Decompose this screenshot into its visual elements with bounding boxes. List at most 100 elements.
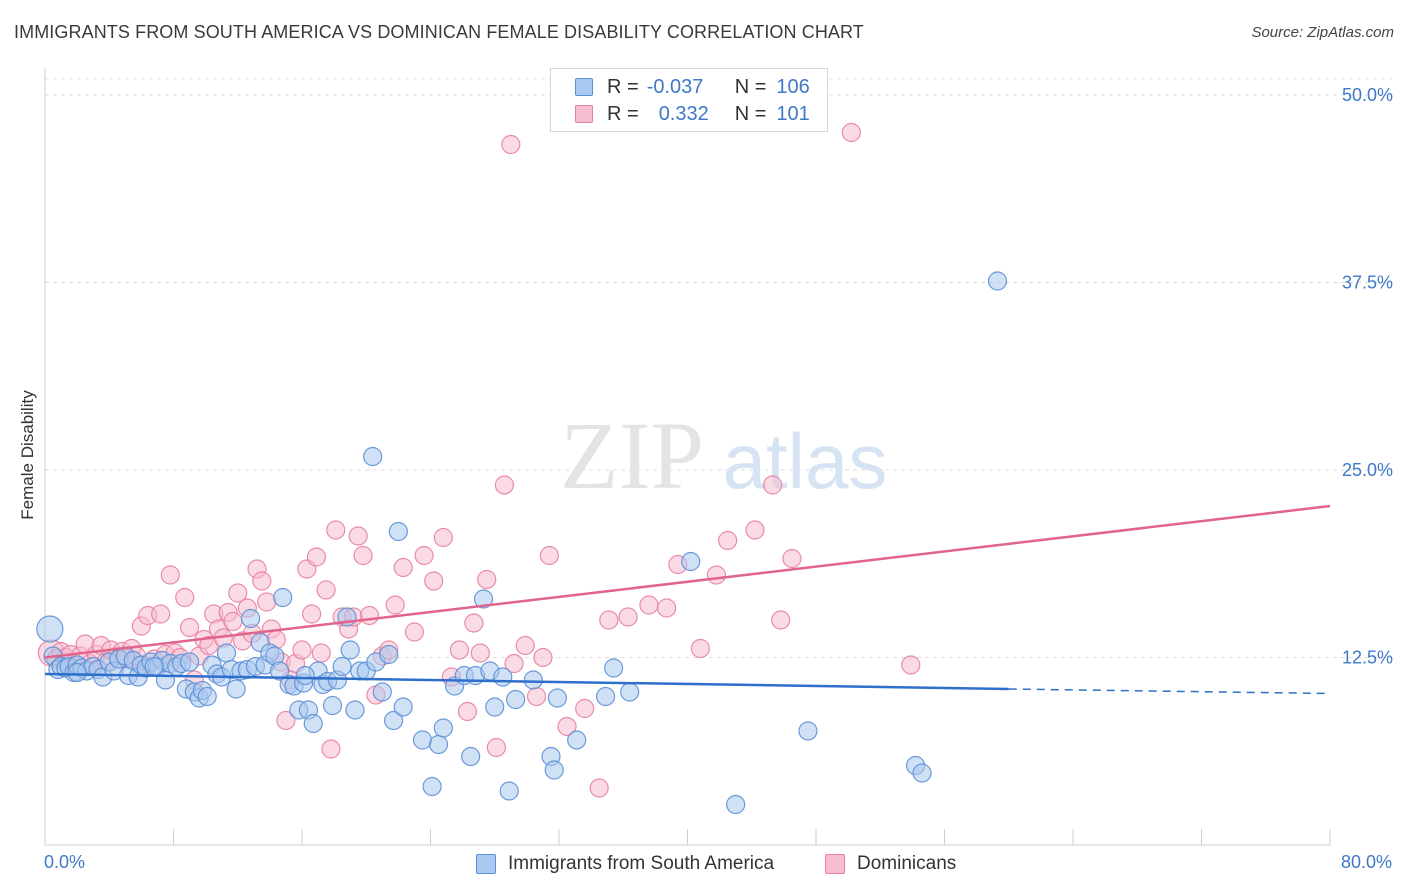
- watermark: ZIP atlas: [560, 402, 887, 509]
- legend-swatch-blue: [575, 78, 593, 96]
- dominicans-point: [504, 653, 524, 674]
- y-tick-label: 37.5%: [1342, 273, 1393, 293]
- south-america-trend-line: [44, 672, 1009, 691]
- south-america-point: [506, 689, 526, 710]
- chart-source: Source: ZipAtlas.com: [1251, 24, 1394, 41]
- dominicans-point: [348, 526, 368, 546]
- dominicans-point: [841, 122, 861, 143]
- legend-swatch-pink: [825, 854, 845, 874]
- dominicans-point: [657, 598, 677, 618]
- trend-lines: [44, 504, 1331, 695]
- dominicans-point: [470, 643, 490, 663]
- south-america-point: [620, 682, 640, 702]
- south-america-point: [179, 652, 200, 672]
- dominicans-point: [311, 643, 331, 663]
- dominicans-point: [690, 638, 710, 659]
- south-america-point: [273, 587, 293, 608]
- dominicans-point: [353, 545, 373, 566]
- south-america-point: [372, 682, 392, 702]
- dominicans-point: [539, 545, 559, 566]
- legend-swatch-blue: [476, 854, 496, 874]
- dominicans-point: [160, 565, 180, 585]
- dominicans-point: [414, 545, 434, 566]
- correlation-legend: R = -0.037 N = 106 R = 0.332 N = 101: [550, 68, 828, 132]
- bottom-legend-south-america: Immigrants from South America: [476, 852, 774, 876]
- legend-series-label: Immigrants from South America: [508, 853, 775, 874]
- south-america-point: [428, 734, 449, 755]
- south-america-point: [241, 608, 261, 629]
- dominicans-point: [257, 592, 277, 612]
- dominicans-point: [557, 716, 577, 737]
- dominicans-point: [276, 710, 296, 731]
- axes: [44, 68, 1331, 846]
- dominicans-point: [477, 569, 497, 590]
- south-america-point: [726, 794, 746, 815]
- legend-n-value: 101: [776, 102, 810, 125]
- south-america-point: [485, 697, 505, 717]
- south-america-point: [523, 670, 543, 690]
- south-america-trend-extension: [1008, 688, 1331, 695]
- south-america-point: [493, 667, 513, 687]
- south-america-point: [36, 615, 64, 643]
- dominicans-point: [599, 610, 619, 630]
- south-america-point: [383, 710, 404, 731]
- x-tick-min: 0.0%: [44, 852, 86, 872]
- dominicans-point: [302, 604, 322, 624]
- dominicans-point: [424, 571, 444, 591]
- south-america-point: [67, 662, 87, 683]
- south-america-point: [433, 718, 453, 738]
- dominicans-point: [589, 778, 609, 798]
- dominicans-point: [639, 595, 659, 615]
- dominicans-point: [385, 595, 405, 615]
- dominicans-point: [763, 475, 783, 495]
- dominicans-point: [321, 739, 341, 759]
- legend-r-label: R =: [607, 102, 639, 125]
- y-axis-label: Female Disability: [18, 390, 37, 520]
- south-america-point: [912, 763, 932, 783]
- south-america-point: [295, 665, 315, 686]
- legend-r-label: R =: [607, 75, 639, 98]
- dominicans-point: [533, 647, 553, 668]
- dominicans-point: [718, 530, 738, 551]
- south-america-point: [340, 640, 360, 660]
- legend-n-value: 106: [776, 75, 810, 98]
- south-america-point: [216, 643, 237, 663]
- dominicans-point: [393, 557, 413, 578]
- dominicans-point: [316, 580, 336, 600]
- dominicans-point: [464, 613, 484, 633]
- south-america-point: [412, 730, 433, 750]
- south-america-point: [473, 589, 494, 609]
- south-america-point: [332, 656, 352, 677]
- dominicans-point: [706, 565, 727, 585]
- dominicans-point: [292, 640, 312, 660]
- south-america-point: [388, 521, 408, 542]
- south-america-point: [499, 781, 519, 801]
- dominicans-point: [151, 604, 171, 624]
- watermark-zip: ZIP: [560, 402, 704, 509]
- dominicans-point: [457, 701, 478, 722]
- y-tick-label: 50.0%: [1342, 85, 1393, 105]
- dominicans-point: [771, 610, 791, 630]
- dominicans-point: [433, 527, 453, 548]
- dominicans-point: [526, 686, 547, 707]
- y-tick-label: 25.0%: [1342, 460, 1393, 480]
- legend-series-label: Dominicans: [857, 853, 957, 874]
- south-america-point: [379, 644, 399, 665]
- south-america-point: [798, 721, 818, 741]
- dominicans-point: [494, 475, 514, 495]
- south-america-point: [345, 700, 365, 720]
- dominicans-point: [228, 583, 248, 603]
- watermark-atlas: atlas: [723, 417, 888, 505]
- dominicans-point: [359, 605, 380, 626]
- legend-row-dominicans: R = 0.332 N = 101: [575, 102, 810, 126]
- y-tick-label: 12.5%: [1342, 648, 1393, 668]
- south-america-point: [363, 446, 383, 467]
- legend-row-south-america: R = -0.037 N = 106: [575, 75, 810, 99]
- south-america-point: [681, 551, 701, 572]
- south-america-point: [567, 730, 587, 750]
- south-america-point: [422, 776, 442, 797]
- south-america-point: [393, 697, 413, 717]
- south-america-point: [544, 760, 564, 780]
- legend-r-value: -0.037: [646, 75, 704, 98]
- south-america-point: [197, 686, 217, 707]
